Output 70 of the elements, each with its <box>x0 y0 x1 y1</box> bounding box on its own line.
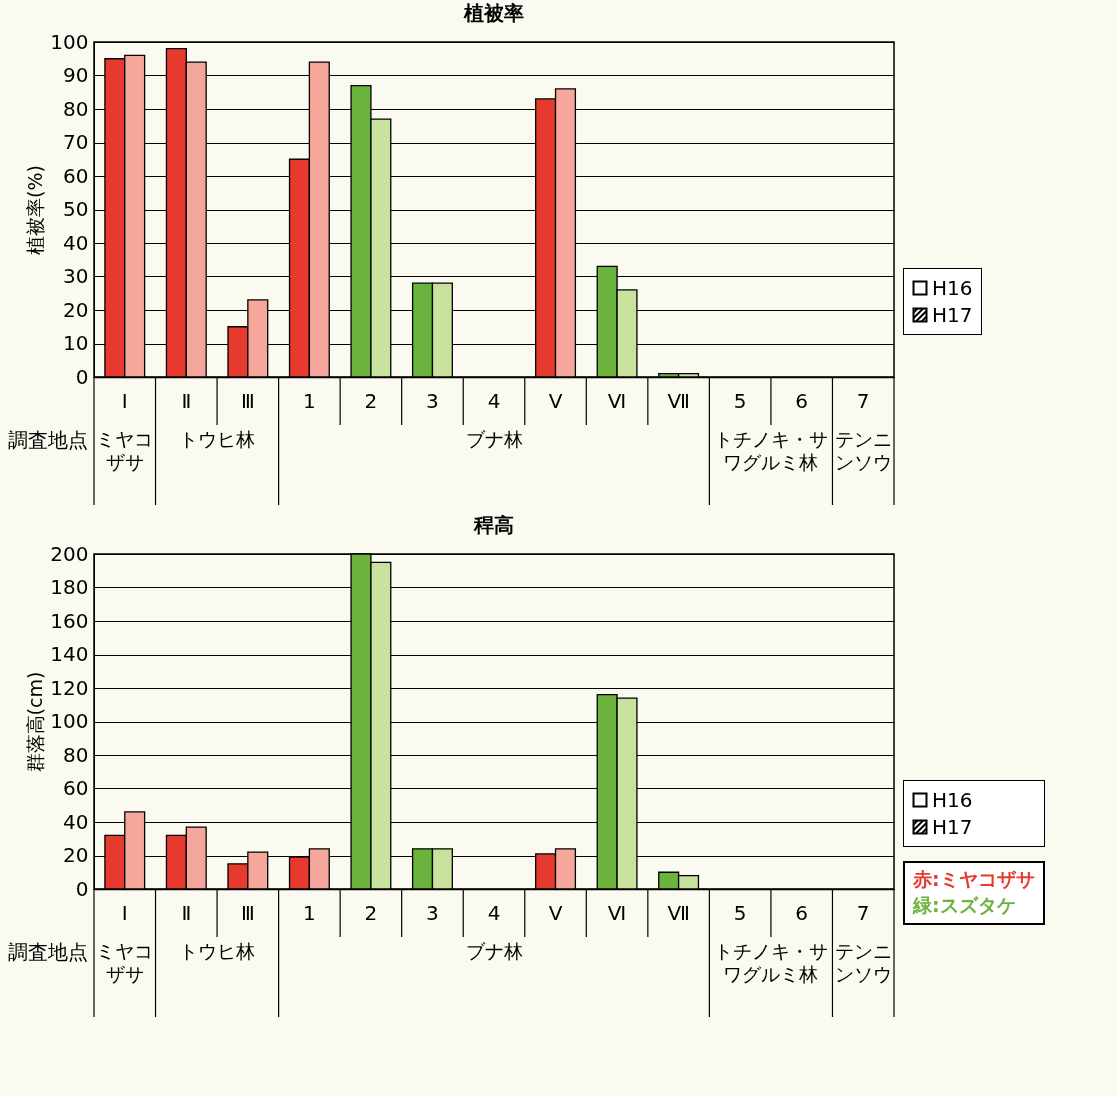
x-axis-title: 調査地点 <box>8 428 88 452</box>
y-tick-label: 70 <box>63 130 89 154</box>
x-tick-label: 1 <box>303 388 316 413</box>
y-tick-label: 100 <box>50 29 89 54</box>
x-tick-label: Ⅵ <box>607 900 627 925</box>
text: H17 <box>932 303 973 327</box>
x-tick-label: 7 <box>856 900 870 925</box>
x-tick-label: Ⅴ <box>548 388 563 413</box>
x-tick-label: Ⅱ <box>181 900 192 925</box>
y-tick-label: 180 <box>50 575 89 599</box>
x-tick-label: 4 <box>487 388 501 413</box>
x-tick-label: Ⅱ <box>181 388 192 413</box>
y-tick-label: 20 <box>63 297 89 322</box>
y-tick-label: 0 <box>75 364 89 389</box>
text: 緑:スズタケ <box>913 893 1017 918</box>
text: テンニンソウ <box>834 940 892 985</box>
y-tick-label: 160 <box>50 608 89 633</box>
x-tick-label: Ⅲ <box>240 388 255 413</box>
y-tick-label: 0 <box>75 876 89 901</box>
y-tick-label: 80 <box>63 742 89 767</box>
y-tick-label: 60 <box>63 163 89 188</box>
x-tick-label: Ⅰ <box>121 900 128 925</box>
text: ミヤコザサ <box>96 940 154 985</box>
legend-label: H16 <box>932 788 973 812</box>
y-tick-label: 20 <box>63 843 89 867</box>
y-tick-label: 10 <box>63 331 89 355</box>
x-tick-label: 3 <box>426 388 439 413</box>
y-axis-title: 群落高(cm) <box>24 671 47 773</box>
text: ブナ林 <box>465 428 523 450</box>
text: ブナ林 <box>465 940 523 962</box>
chart-title: 植被率 <box>463 1 524 25</box>
text: トウヒ林 <box>179 428 256 450</box>
y-tick-label: 200 <box>50 541 89 566</box>
text: トウヒ林 <box>179 940 256 962</box>
legend-label: H16 <box>932 276 973 300</box>
y-tick-label: 100 <box>50 709 89 733</box>
x-tick-label: 1 <box>303 900 316 925</box>
x-tick-label: 2 <box>364 388 378 413</box>
x-tick-label: Ⅲ <box>240 900 255 925</box>
x-tick-label: Ⅴ <box>548 900 563 925</box>
y-tick-label: 120 <box>50 675 89 700</box>
y-tick-label: 80 <box>63 96 89 121</box>
x-tick-label: 7 <box>856 388 870 413</box>
x-tick-label: 6 <box>795 900 809 925</box>
text: テンニンソウ <box>834 428 892 473</box>
y-tick-label: 30 <box>63 264 89 288</box>
text: 赤:ミヤコザサ <box>913 867 1035 892</box>
x-tick-label: Ⅶ <box>667 900 690 925</box>
y-tick-label: 60 <box>63 776 89 800</box>
text: ミヤコザサ <box>96 428 154 473</box>
x-tick-label: 3 <box>426 900 439 925</box>
x-tick-label: 5 <box>733 388 747 413</box>
x-tick-label: Ⅰ <box>121 388 128 413</box>
x-tick-label: 5 <box>733 900 747 925</box>
y-axis-title: 植被率(%) <box>24 165 47 255</box>
y-tick-label: 50 <box>63 197 89 221</box>
y-tick-label: 40 <box>63 809 89 834</box>
text: トチノキ・サワグルミ林 <box>713 940 828 985</box>
x-tick-label: Ⅵ <box>607 388 627 413</box>
x-tick-label: 4 <box>487 900 501 925</box>
x-axis-title: 調査地点 <box>8 940 88 964</box>
text: トチノキ・サワグルミ林 <box>713 428 828 473</box>
x-tick-label: 6 <box>795 388 809 413</box>
text: H17 <box>932 815 973 839</box>
chart-title: 稈高 <box>473 513 514 537</box>
y-tick-label: 90 <box>63 63 89 87</box>
y-tick-label: 40 <box>63 230 89 255</box>
x-tick-label: 2 <box>364 900 378 925</box>
y-tick-label: 140 <box>50 642 89 666</box>
x-tick-label: Ⅶ <box>667 388 690 413</box>
